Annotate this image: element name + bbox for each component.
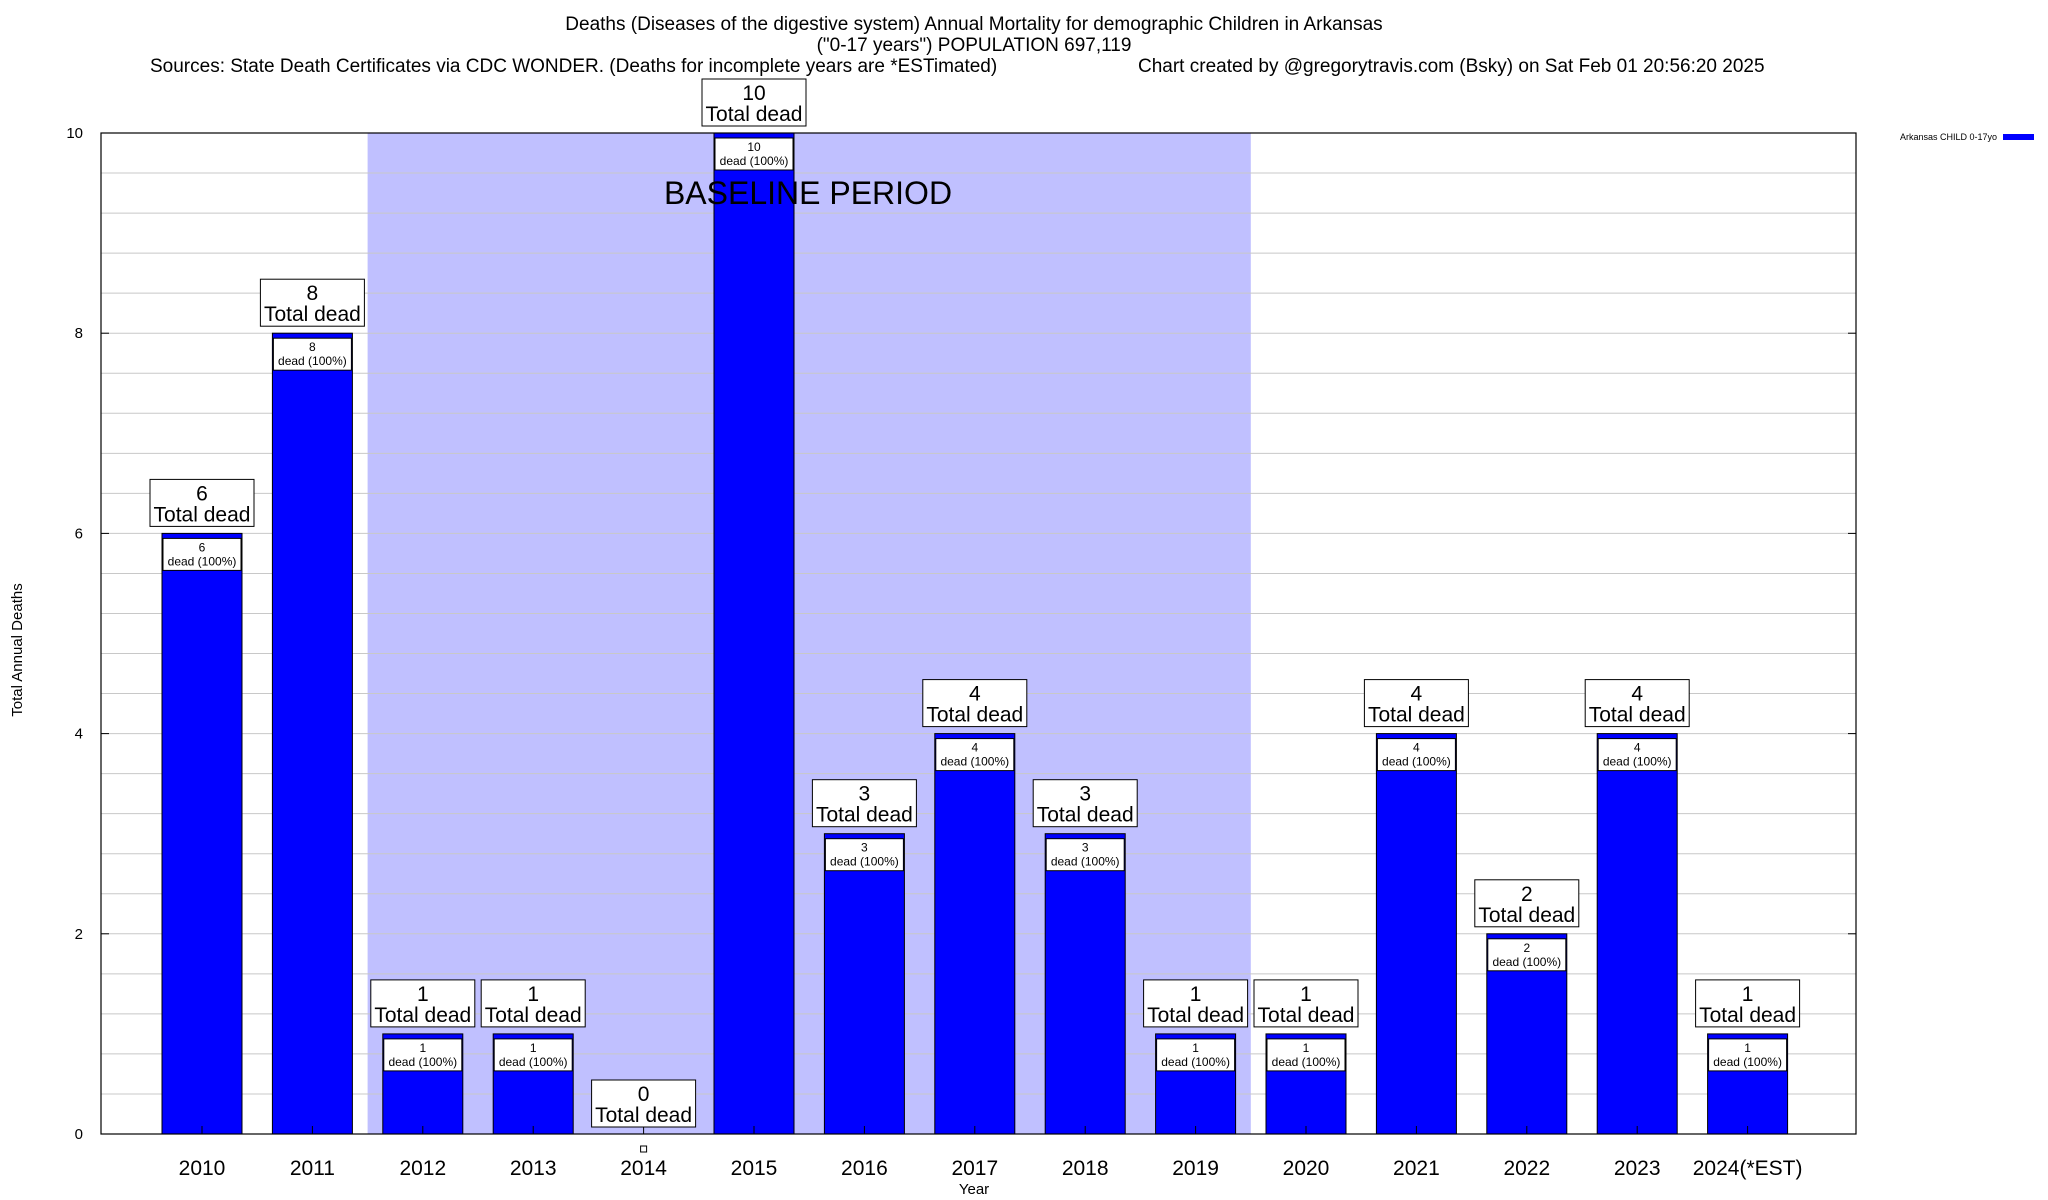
x-tick-label: 2010 <box>179 1157 226 1180</box>
total-text-label: Total dead <box>1368 704 1465 727</box>
total-value-label: 1 <box>1742 983 1754 1006</box>
bar-inner-percent-label: dead (100%) <box>388 1055 457 1069</box>
total-value-label: 3 <box>859 783 871 806</box>
bar-2015 <box>714 133 794 1134</box>
bar-inner-value-label: 1 <box>1744 1041 1751 1055</box>
y-tick-label: 2 <box>75 926 83 943</box>
x-tick-label: 2020 <box>1283 1157 1330 1180</box>
total-value-label: 1 <box>1190 983 1202 1006</box>
total-text-label: Total dead <box>816 804 913 827</box>
total-value-label: 6 <box>196 482 208 505</box>
total-text-label: Total dead <box>154 503 251 526</box>
bar-inner-percent-label: dead (100%) <box>278 354 347 368</box>
total-value-label: 0 <box>638 1083 650 1106</box>
total-text-label: Total dead <box>1699 1004 1796 1027</box>
total-value-label: 10 <box>742 82 765 105</box>
bar-2010 <box>162 533 242 1134</box>
bar-inner-value-label: 4 <box>971 741 978 755</box>
total-value-label: 1 <box>527 983 539 1006</box>
total-value-label: 4 <box>1631 683 1643 706</box>
bar-inner-value-label: 8 <box>309 340 316 354</box>
legend-series-label: Arkansas CHILD 0-17yo <box>1900 132 1997 142</box>
total-text-label: Total dead <box>374 1004 471 1027</box>
total-value-label: 4 <box>969 683 981 706</box>
mortality-chart: 2010 2011 2012 2013 2014 2015 2016 2017 2018 2019… <box>0 0 2048 1200</box>
bar-inner-percent-label: dead (100%) <box>1161 1055 1230 1069</box>
bar-inner-value-label: 6 <box>199 540 206 554</box>
bar-2017 <box>935 734 1015 1134</box>
bar-inner-value-label: 3 <box>861 841 868 855</box>
bar-2023 <box>1597 734 1677 1134</box>
bar-inner-percent-label: dead (100%) <box>1382 755 1451 769</box>
total-text-label: Total dead <box>1589 704 1686 727</box>
x-tick-label: 2012 <box>399 1157 446 1180</box>
bar-inner-percent-label: dead (100%) <box>1272 1055 1341 1069</box>
total-text-label: Total dead <box>926 704 1023 727</box>
bar-inner-percent-label: dead (100%) <box>168 554 237 568</box>
y-tick-label: 10 <box>66 125 83 142</box>
legend-swatch <box>2003 134 2034 140</box>
y-axis-title: Total Annual Deaths <box>9 583 26 716</box>
y-tick-label: 6 <box>75 525 83 542</box>
total-value-label: 8 <box>307 282 319 305</box>
bar-inner-percent-label: dead (100%) <box>1713 1055 1782 1069</box>
bar-2018 <box>1045 834 1125 1134</box>
bar-inner-percent-label: dead (100%) <box>499 1055 568 1069</box>
chart-title-line-2: ("0-17 years") POPULATION 697,119 <box>817 35 1132 56</box>
chart-credit: Chart created by @gregorytravis.com (Bsk… <box>1138 56 1765 77</box>
bar-inner-value-label: 10 <box>747 140 761 154</box>
x-tick-label: 2024(*EST) <box>1693 1157 1803 1180</box>
total-value-label: 4 <box>1411 683 1423 706</box>
x-tick-label: 2023 <box>1614 1157 1661 1180</box>
bar-inner-percent-label: dead (100%) <box>1603 755 1672 769</box>
bar-inner-percent-label: dead (100%) <box>940 755 1009 769</box>
x-tick-label: 2017 <box>951 1157 998 1180</box>
bar-inner-percent-label: dead (100%) <box>720 154 789 168</box>
bar-inner-value-label: 3 <box>1082 841 1089 855</box>
total-value-label: 2 <box>1521 883 1533 906</box>
x-tick-label: 2018 <box>1062 1157 1109 1180</box>
x-tick-label: 2014 <box>620 1157 667 1180</box>
bar-2011 <box>272 333 352 1134</box>
baseline-period-label: BASELINE PERIOD <box>664 175 952 211</box>
bar-inner-value-label: 1 <box>1192 1041 1199 1055</box>
total-text-label: Total dead <box>1478 904 1575 927</box>
x-tick-label: 2019 <box>1172 1157 1219 1180</box>
total-value-label: 3 <box>1079 783 1091 806</box>
total-text-label: Total dead <box>485 1004 582 1027</box>
bar-inner-percent-label: dead (100%) <box>1492 955 1561 969</box>
bar-2021 <box>1376 734 1456 1134</box>
x-tick-label: 2021 <box>1393 1157 1440 1180</box>
x-axis-title: Year <box>959 1181 989 1198</box>
x-tick-label: 2016 <box>841 1157 888 1180</box>
total-text-label: Total dead <box>1147 1004 1244 1027</box>
x-tick-label: 2013 <box>510 1157 557 1180</box>
bar-inner-value-label: 2 <box>1523 941 1530 955</box>
bar-inner-value-label: 4 <box>1634 741 1641 755</box>
x-tick-label: 2015 <box>731 1157 778 1180</box>
bar-2016 <box>824 834 904 1134</box>
x-tick-label: 2022 <box>1503 1157 1550 1180</box>
total-value-label: 1 <box>417 983 429 1006</box>
bar-inner-value-label: 1 <box>530 1041 537 1055</box>
y-tick-label: 4 <box>75 726 83 743</box>
bar-inner-percent-label: dead (100%) <box>1051 855 1120 869</box>
y-tick-label: 8 <box>75 325 83 342</box>
total-value-label: 1 <box>1300 983 1312 1006</box>
bar-inner-percent-label: dead (100%) <box>830 855 899 869</box>
total-text-label: Total dead <box>595 1104 692 1127</box>
bar-inner-value-label: 1 <box>1303 1041 1310 1055</box>
x-tick-label: 2011 <box>290 1157 335 1180</box>
zero-point-marker <box>641 1146 647 1152</box>
bar-inner-value-label: 1 <box>419 1041 426 1055</box>
bar-inner-value-label: 4 <box>1413 741 1420 755</box>
chart-sources-note: Sources: State Death Certificates via CD… <box>150 56 997 77</box>
chart-title-line-1: Deaths (Diseases of the digestive system… <box>565 14 1382 35</box>
total-text-label: Total dead <box>706 103 803 126</box>
y-tick-label: 0 <box>75 1126 83 1143</box>
total-text-label: Total dead <box>264 303 361 326</box>
total-text-label: Total dead <box>1258 1004 1355 1027</box>
total-text-label: Total dead <box>1037 804 1134 827</box>
